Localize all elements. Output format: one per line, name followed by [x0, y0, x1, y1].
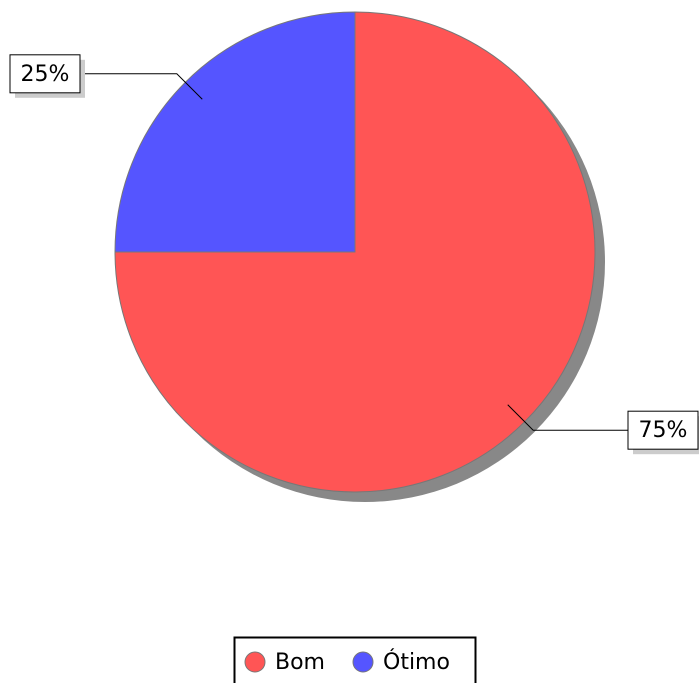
label-box — [627, 410, 699, 450]
legend-swatch — [244, 651, 266, 673]
pie-slice — [114, 11, 356, 253]
data-label: 25% — [21, 62, 70, 87]
leader-line — [507, 404, 628, 431]
data-label: 75% — [639, 418, 688, 443]
legend-label: Ótimo — [383, 649, 450, 675]
legend-swatch — [352, 651, 374, 673]
label-box — [9, 54, 81, 94]
legend-label: Bom — [275, 650, 325, 675]
leader-line — [80, 73, 203, 100]
